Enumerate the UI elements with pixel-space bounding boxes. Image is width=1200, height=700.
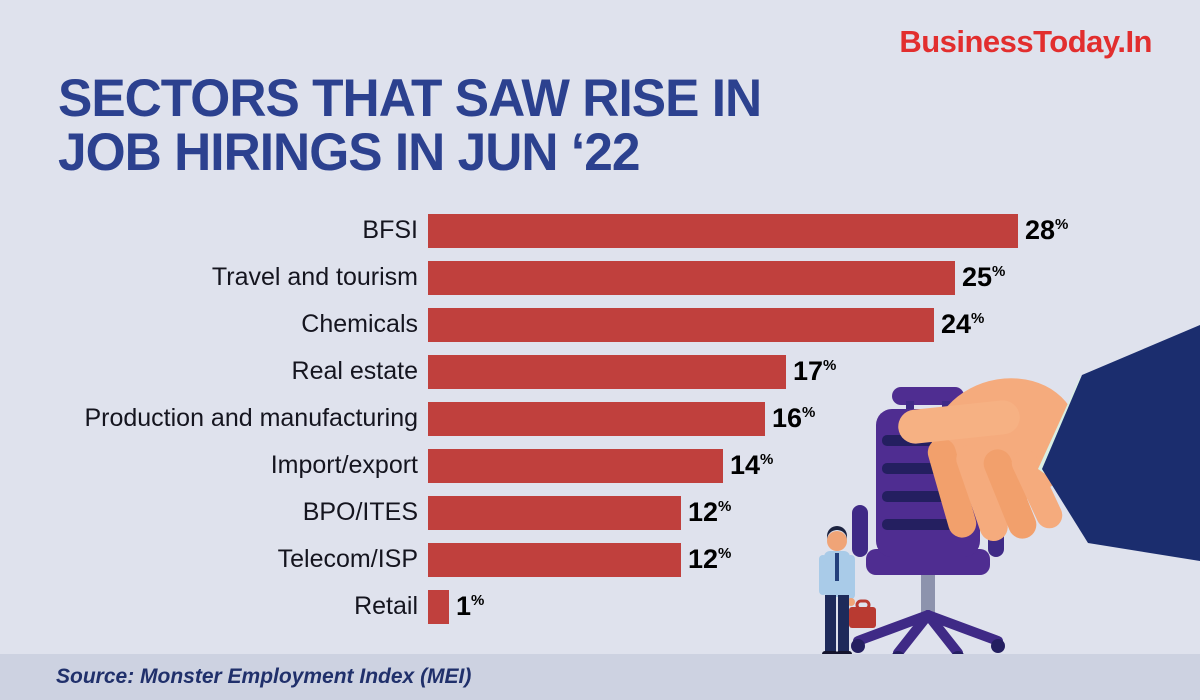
- bar-row: Real estate 17%: [0, 348, 1120, 395]
- bar-track: 16%: [428, 401, 816, 436]
- page-title-line1: SECTORS THAT SAW RISE IN: [58, 69, 762, 128]
- bar-track: 17%: [428, 354, 837, 389]
- bar-row: BPO/ITES 12%: [0, 489, 1120, 536]
- bar-category-label: Travel and tourism: [211, 263, 418, 291]
- bar: [428, 354, 786, 389]
- bar: [428, 260, 955, 295]
- bar-value: 1%: [456, 591, 485, 621]
- bar-row: BFSI 28%: [0, 207, 1120, 254]
- bar-row: Retail 1%: [0, 583, 1120, 630]
- bar-chart-rows: BFSI 28% Travel and tourism 25% Chemicals 24%…: [0, 207, 1120, 630]
- bar-category-label: BPO/ITES: [302, 498, 418, 526]
- bar-value: 14%: [730, 450, 774, 480]
- bar-chart: BFSI 28% Travel and tourism 25% Chemicals 24%…: [0, 207, 1120, 630]
- bar: [428, 495, 681, 530]
- bar: [428, 401, 765, 436]
- brand-logo: BusinessToday.In: [899, 24, 1152, 59]
- page-title: SECTORS THAT SAW RISE IN JOB HIRINGS IN …: [58, 69, 762, 183]
- bar-category-label: Production and manufacturing: [84, 404, 418, 432]
- bar-value: 17%: [793, 356, 837, 386]
- bar-category-label: Chemicals: [301, 310, 418, 338]
- bar-track: 1%: [428, 589, 485, 624]
- bar-value: 28%: [1025, 215, 1069, 245]
- bar-track: 12%: [428, 542, 732, 577]
- page-title-line2: JOB HIRINGS IN JUN ‘22: [58, 123, 640, 183]
- bar-value: 12%: [688, 497, 732, 527]
- bar: [428, 213, 1018, 248]
- source-text: Source: Monster Employment Index (MEI): [56, 665, 472, 688]
- footer-strip: Source: Monster Employment Index (MEI): [0, 654, 1200, 700]
- bar: [428, 589, 449, 624]
- bar-row: Telecom/ISP 12%: [0, 536, 1120, 583]
- bar-row: Travel and tourism 25%: [0, 254, 1120, 301]
- bar-value: 25%: [962, 262, 1006, 292]
- bar-row: Chemicals 24%: [0, 301, 1120, 348]
- bar: [428, 307, 934, 342]
- bar: [428, 542, 681, 577]
- bar-track: 12%: [428, 495, 732, 530]
- bar: [428, 448, 723, 483]
- bar-category-label: Real estate: [291, 357, 418, 385]
- bar-category-label: BFSI: [362, 216, 418, 244]
- bar-value: 24%: [941, 309, 985, 339]
- bar-category-label: Retail: [354, 592, 418, 620]
- bar-category-label: Telecom/ISP: [277, 545, 418, 573]
- bar-row: Import/export 14%: [0, 442, 1120, 489]
- bar-track: 25%: [428, 260, 1006, 295]
- bar-row: Production and manufacturing 16%: [0, 395, 1120, 442]
- bar-value: 12%: [688, 544, 732, 574]
- bar-track: 28%: [428, 213, 1069, 248]
- bar-track: 24%: [428, 307, 985, 342]
- bar-category-label: Import/export: [270, 451, 418, 479]
- bar-value: 16%: [772, 403, 816, 433]
- bar-track: 14%: [428, 448, 774, 483]
